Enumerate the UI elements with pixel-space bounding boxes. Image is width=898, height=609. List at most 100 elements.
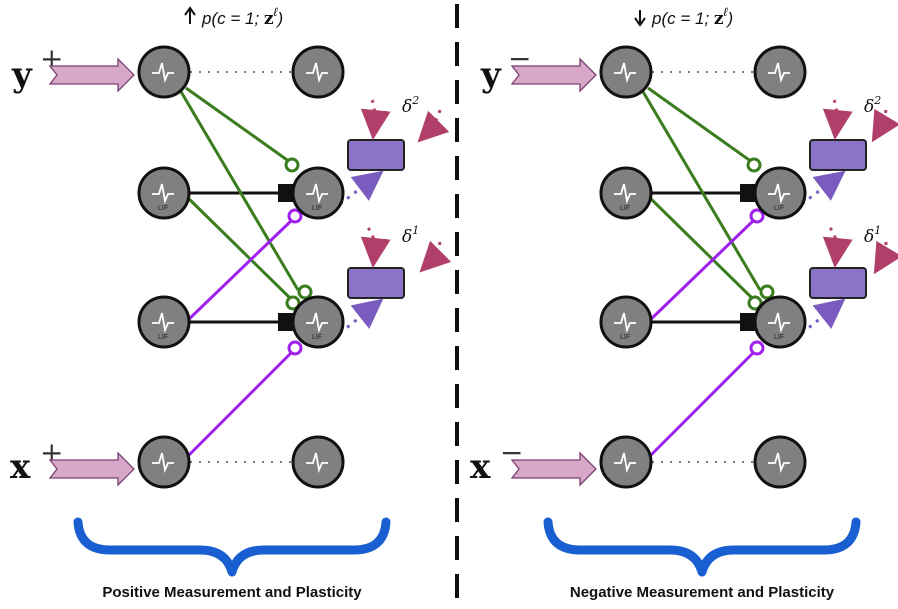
lif-neuron: LIF [599,166,653,220]
lif-label: LIF [312,205,322,212]
right-label-x: x [470,447,491,487]
green-synapse [640,89,762,291]
purple-synapse [184,350,294,460]
up-arrow-icon [184,6,196,24]
plasticity-arrow [339,298,384,335]
down-arrow-icon [634,10,646,27]
plasticity-arrow [801,298,846,335]
ff-terminal [278,313,295,331]
input-arrow-icon [510,57,597,93]
green-synapse-terminal [284,157,300,173]
lif-neuron: LIF [291,166,345,220]
spike-trace-icon [152,62,174,84]
green-synapse-terminal [747,295,763,311]
feedback-arrow [417,109,450,143]
green-synapse [184,194,292,300]
spike-trace-icon [152,452,174,474]
neuron [137,435,191,489]
spike-trace-icon [768,62,790,84]
spike-trace-icon [614,452,636,474]
purple-synapse-terminal [749,340,765,356]
ff-terminal [278,184,295,202]
spike-trace-icon [768,312,790,334]
neuron [599,435,653,489]
spike-trace-icon [614,62,636,84]
green-synapse [647,86,753,164]
ff-terminal [740,313,757,331]
purple-synapse [184,218,294,324]
right-title-prefix: p(c = 1; [651,9,714,28]
green-synapse-terminal [759,284,775,300]
green-synapse-terminal [285,295,301,311]
lif-label: LIF [620,334,630,341]
lif-neuron: LIF [753,166,807,220]
purple-synapse-terminal [749,208,765,224]
spike-trace-icon [768,183,790,205]
feedback-arrow [419,240,452,273]
right-caption: Negative Measurement and Plasticity [570,584,835,601]
left-panel: p(c = 1; zℓ) y + x + [10,5,452,601]
neuron-grid: LIF LIF LIF LIF [137,45,345,489]
green-synapse [178,89,300,291]
left-caption: Positive Measurement and Plasticity [102,584,362,601]
spike-trace-icon [152,312,174,334]
left-title: p(c = 1; zℓ) [184,5,283,29]
green-synapse [185,86,291,164]
right-delta2: δ2 [864,94,881,117]
neuron [753,45,807,99]
left-delta2: δ2 [402,94,419,117]
spike-trace-icon [152,183,174,205]
lif-label: LIF [774,334,784,341]
feedback-arrow [822,226,853,268]
right-title: p(c = 1; zℓ) [634,5,733,29]
spike-trace-icon [614,183,636,205]
neuron [599,45,653,99]
neuron [753,435,807,489]
spike-trace-icon [614,312,636,334]
feedback-arrow [360,226,391,268]
left-title-suffix: ) [275,9,283,28]
spike-trace-icon [306,183,328,205]
lif-label: LIF [774,205,784,212]
neuron [137,45,191,99]
lif-label: LIF [620,205,630,212]
plasticity-box [809,139,867,171]
neuron [291,435,345,489]
right-panel: p(c = 1; zℓ) y − x − [470,5,898,601]
left-title-prefix: p(c = 1; [201,9,264,28]
spike-trace-icon [306,452,328,474]
svg-text:p(c = 1; zℓ): p(c = 1; zℓ) [651,5,733,29]
lif-neuron: LIF [291,295,345,349]
curved-brace-icon [73,517,391,577]
input-arrow-icon [48,57,135,93]
neuron [291,45,345,99]
purple-synapse [646,218,756,324]
lif-neuron: LIF [137,295,191,349]
purple-synapse-terminal [287,208,303,224]
svg-text:p(c = 1; zℓ): p(c = 1; zℓ) [201,5,283,29]
curved-brace-icon [543,517,861,577]
lif-neuron: LIF [599,295,653,349]
input-arrow-icon [510,451,597,487]
input-arrow-icon [48,451,135,487]
right-title-suffix: ) [725,9,733,28]
neuron-grid: LIF LIF LIF LIF [599,45,807,489]
plasticity-arrow [801,170,846,206]
plasticity-arrow [339,170,384,206]
right-title-z: z [714,9,724,29]
left-title-z: z [264,9,274,29]
green-synapse-terminal [746,157,762,173]
plasticity-box [347,267,405,299]
lif-label: LIF [158,205,168,212]
purple-synapse-terminal [287,340,303,356]
plasticity-box [809,267,867,299]
green-synapse [646,194,754,300]
lif-label: LIF [312,334,322,341]
left-label-x: x [10,447,31,487]
right-delta1: δ1 [864,224,881,247]
right-label-y: y [480,55,502,95]
feedback-arrow [360,99,391,140]
ff-terminal [740,184,757,202]
spike-trace-icon [306,312,328,334]
